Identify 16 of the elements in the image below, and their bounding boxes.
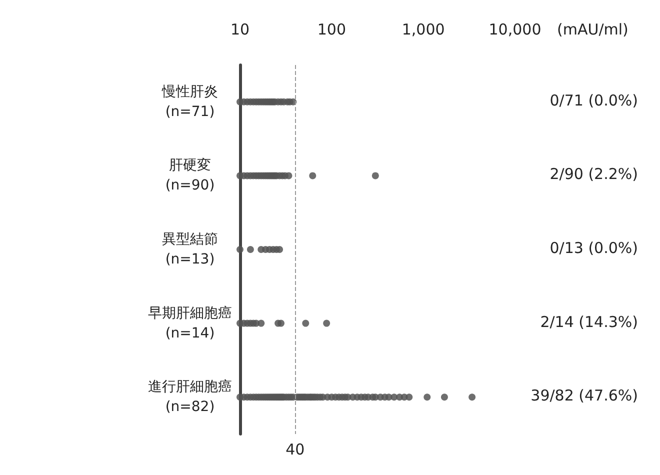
text: 0/71 (0.0%) [550,91,638,110]
text: 2/90 (2.2%) [550,165,638,184]
y-tick-label: 肝硬変 (n=90) [165,158,215,194]
text: 2/14 (14.3%) [540,312,638,331]
x-tick-label: 10,000 [488,20,542,38]
y-tick-label: 異型結節 (n=13) [162,232,218,268]
y-tick-label: 早期肝細胞癌 (n=14) [148,305,232,342]
x-tick-label: 1,000 [402,20,445,38]
y-tick-label: 進行肝細胞癌 (n=82) [148,379,232,416]
ref-line-label: 40 [286,440,305,458]
text: 39/82 (47.6%) [530,386,638,405]
x-tick-label: 10 [230,20,250,38]
x-axis-title: (mAU/ml) [557,20,628,38]
x-tick-label: 100 [317,20,346,38]
text: 0/13 (0.0%) [550,239,638,257]
y-tick-label: 慢性肝炎 (n=71) [161,84,218,120]
